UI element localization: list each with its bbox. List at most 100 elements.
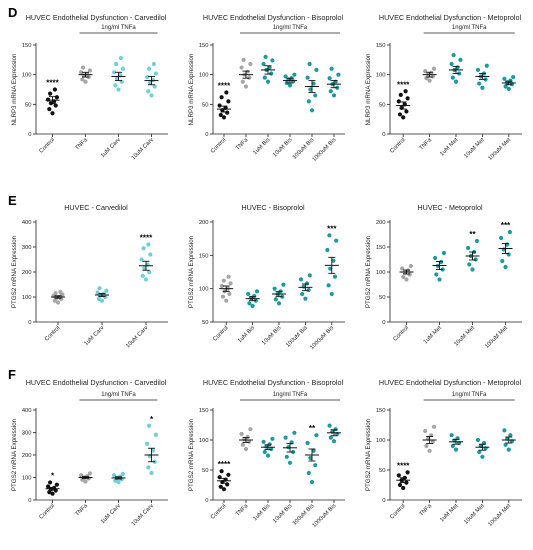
chart-5-category-label: Control [392,325,409,342]
chart-5-point [437,277,442,282]
chart-2-point [397,112,403,117]
chart-3-ytick-label: 200 [22,270,32,276]
chart-7-point [292,430,297,435]
chart-0-point [116,87,121,92]
chart-1-point [247,75,252,80]
chart-6-point [151,448,156,453]
chart-0-point [114,61,119,67]
chart-3-point [147,269,152,275]
chart-4-point [332,274,338,279]
chart-4-point [307,273,312,278]
chart-7-point [309,479,315,485]
chart-4-significance: *** [327,224,337,233]
chart-0-point [48,101,54,106]
chart-3-point [53,291,58,296]
chart-5-ytick-label: 200 [376,220,386,226]
chart-7-category-label: 1000uM Bis [312,503,338,529]
chart-5-ytick-label: 50 [379,295,385,301]
chart-0-point [50,111,55,116]
chart-7-point [331,439,337,444]
chart-8-ylabel: PTGS2 mRNA Expression [365,418,372,491]
chart-1-point [311,81,316,86]
chart-2-point [450,75,455,80]
chart-5-point [401,274,406,280]
chart-5-point [506,252,511,257]
chart-7-point [248,427,253,432]
chart-3-point [142,266,147,271]
chart-5-ytick-label: 0 [382,320,385,326]
chart-7-title: HUVEC Endothelial Dysfunction - Bisoprol… [203,378,344,387]
chart-4-point [246,291,251,297]
chart-1-point [221,115,227,120]
chart-4-point [226,274,231,279]
chart-0-point [54,95,60,100]
chart-4-title: HUVEC - Bisoprolol [241,203,305,212]
chart-4-point [300,291,305,297]
chart-5-title: HUVEC - Metoprolol [417,203,483,212]
chart-2-category-label: 100uM Met [487,137,512,162]
chart-4-point [247,301,252,306]
chart-8-category-label: 1uM Met [439,503,459,523]
chart-4-point [331,258,336,263]
chart-4-point [329,291,334,297]
chart-2-point [405,96,410,101]
chart-6-point [112,473,117,478]
chart-3-ylabel: PTGS2 mRNA Expression [11,235,18,308]
chart-1-point [306,99,311,104]
chart-5-point [441,250,446,256]
chart-6-ylabel: PTGS2 mRNA Expression [11,418,18,491]
chart-6-point [147,423,152,428]
chart-4-point [334,238,339,243]
chart-3-point [140,273,145,278]
chart-0-point [118,55,123,61]
chart-7-point [314,433,319,438]
chart-0-point [48,91,53,96]
chart-0-point [152,84,157,89]
chart-7-point [261,439,266,444]
chart-1-point [226,99,231,104]
chart-1-point [225,110,230,115]
chart-6-ytick-label: 200 [22,453,32,459]
chart-1-point [336,72,341,77]
chart-8-category-label: 100uM Met [487,503,512,528]
chart-3-point [99,298,105,303]
chart-7-point [328,435,333,440]
chart-8-category-label: 10uM Met [463,503,486,526]
chart-4-ytick-label: 150 [199,253,209,259]
chart-4-point [219,283,224,289]
chart-2-point [429,70,434,75]
chart-2-point [396,99,401,104]
chart-0-point [149,93,154,98]
chart-8-point [475,437,481,443]
chart-1-point [241,57,246,62]
chart-1-point [313,93,318,98]
chart-8-point [506,447,511,452]
chart-5-point [439,259,444,265]
chart-8-title: HUVEC Endothelial Dysfunction - Metoprol… [379,378,522,387]
chart-6-point [83,479,88,484]
chart-2-point [431,66,437,71]
chart-8-significance: **** [397,461,410,470]
chart-0-point [151,61,156,67]
chart-0-point [87,68,92,73]
chart-2-ytick-label: 150 [376,43,386,49]
chart-4-point [276,301,282,306]
chart-5-point [500,258,505,264]
chart-0-point [52,87,58,92]
chart-1-point [218,112,223,118]
chart-3-point [96,296,101,302]
chart-6-point [46,484,51,489]
chart-3-point [97,286,102,291]
chart-2-point [401,115,406,120]
chart-1-point [261,61,266,67]
chart-0-significance: **** [46,79,59,88]
chart-3-ytick-label: 100 [22,295,32,301]
chart-4-point [306,287,311,293]
chart-1-point [314,67,319,73]
chart-2-point [506,86,511,92]
chart-8-ytick-label: 150 [376,408,386,414]
chart-4-category-label: 1000uM Bis [309,325,335,351]
chart-8-treatment-label: 1ng/ml TNFa [452,392,487,398]
chart-5-ylabel: PTGS2 mRNA Expression [365,235,372,308]
